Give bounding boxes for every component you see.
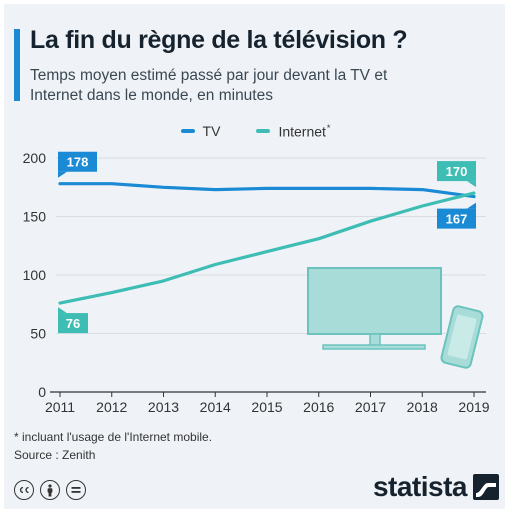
data-label-box: [58, 313, 88, 334]
y-tick-label: 50: [30, 326, 46, 342]
y-tick-label: 100: [23, 267, 47, 283]
title-accent-bar: [14, 29, 20, 101]
x-tick-label: 2014: [200, 399, 231, 415]
x-tick-label: 2016: [303, 399, 334, 415]
data-label-pointer: [467, 202, 476, 209]
subtitle: Temps moyen estimé passé par jour devant…: [30, 67, 388, 104]
y-tick-label: 150: [23, 209, 47, 225]
legend-item-tv: TV: [180, 123, 221, 140]
y-tick-label: 0: [38, 384, 46, 400]
legend-swatch-tv: [180, 129, 195, 134]
page-title: La fin du règne de la télévision ?: [30, 26, 408, 54]
data-label-box: [58, 151, 97, 172]
footnote-note: * incluant l'usage de l'Internet mobile.: [14, 430, 213, 444]
x-tick-label: 2013: [148, 399, 179, 415]
statista-wave-icon: [473, 474, 499, 500]
legend-item-internet: Internet*: [256, 123, 330, 140]
line-chart: 0 50 100 150 200 2011 2012 2013 2014 2015 2016 2017…: [23, 150, 490, 415]
data-label-text: 76: [66, 316, 80, 331]
x-tick-label: 2018: [407, 399, 438, 415]
data-label-text: 170: [446, 164, 468, 179]
x-tick-label: 2019: [458, 399, 489, 415]
infographic-card: [4, 4, 505, 509]
data-label-text: 178: [67, 155, 89, 170]
cc-icon: [14, 480, 34, 500]
data-label-pointer: [58, 307, 67, 314]
data-label-pointer: [58, 171, 67, 178]
tv-illustration-icon: [307, 267, 442, 335]
data-label-internet-2011: 76: [58, 307, 88, 334]
statista-brand: statista: [373, 471, 499, 503]
x-tick-label: 2011: [45, 399, 75, 415]
data-label-box: [437, 161, 476, 182]
data-label-tv-2019: 167: [437, 202, 476, 229]
legend-label-tv: TV: [202, 123, 221, 140]
footnote-source: Source : Zenith: [14, 448, 96, 462]
series-line-internet: [58, 191, 476, 305]
smartphone-screen-icon: [447, 314, 477, 360]
data-label-box: [437, 208, 476, 229]
x-tick-label: 2015: [251, 399, 282, 415]
tv-base-icon: [322, 344, 426, 350]
footnote: * incluant l'usage de l'Internet mobile.…: [14, 428, 212, 464]
data-label-pointer: [467, 181, 476, 188]
legend-swatch-internet: [256, 129, 271, 134]
x-tick-label: 2012: [96, 399, 127, 415]
x-tick-label: 2017: [355, 399, 386, 415]
data-label-internet-2019: 170: [437, 161, 476, 188]
series-line-tv: [58, 182, 476, 199]
license-badges: [14, 480, 86, 500]
no-derivatives-icon: [66, 480, 86, 500]
data-label-tv-2011: 178: [58, 151, 97, 178]
legend-label-internet: Internet*: [278, 123, 331, 140]
y-tick-label: 200: [23, 150, 47, 166]
chart-legend: TV Internet*: [0, 123, 511, 140]
attribution-icon: [40, 480, 60, 500]
brand-name: statista: [372, 471, 468, 502]
data-label-text: 167: [446, 212, 468, 227]
